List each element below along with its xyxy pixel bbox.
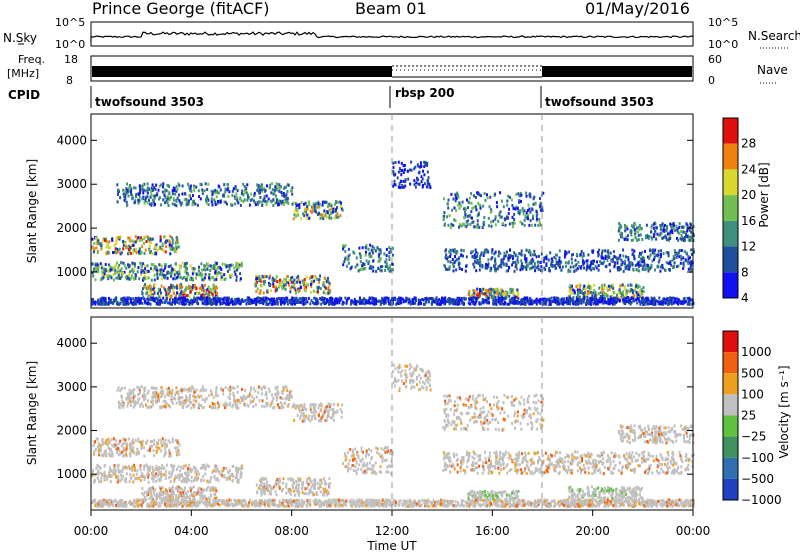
cpid-label: CPID	[8, 88, 40, 102]
power-colorbar-tick-0: 28	[741, 137, 756, 151]
power-colorbar-tick-1: 24	[741, 162, 756, 176]
power-colorbar-tick-5: 8	[741, 265, 749, 279]
power-colorbar: 28 24 20 16 12 8 4	[722, 117, 756, 305]
vel-colorbar-tick-6: −500	[741, 472, 774, 486]
power-colorbar-tick-6: 4	[741, 291, 749, 305]
power-yticks-label-0: 1000	[56, 265, 87, 279]
velocity-panel: 1000 2000 3000 4000 Slant Range [km] 1000 50…	[25, 316, 791, 511]
time-tick-1: 04:00	[174, 524, 209, 538]
cpid-seg-2-label: rbsp 200	[395, 86, 454, 100]
cpid-seg-3-label: twofsound 3503	[545, 95, 654, 109]
power-panel: 1000 2000 3000 4000 Slant Range [km] 28 24 20…	[25, 113, 771, 309]
vel-colorbar-tick-4: −25	[741, 430, 766, 444]
power-colorbar-tick-4: 12	[741, 240, 756, 254]
noise-frame	[90, 21, 694, 47]
vel-yticks-label-3: 4000	[56, 336, 87, 350]
frequency-panel: Freq. [MHz] 18 8 60 0 Nave	[7, 53, 788, 87]
freq-label-line1: Freq.	[18, 53, 45, 66]
vel-colorbar-tick-2: 100	[741, 387, 764, 401]
nave-tick-bottom: 0	[708, 74, 715, 87]
power-frame	[90, 113, 694, 309]
freq-bar-1	[92, 66, 392, 77]
power-colorbar-tick-3: 16	[741, 214, 756, 228]
vel-yticks-label-0: 1000	[56, 467, 87, 481]
vel-colorbar-tick-0: 1000	[741, 345, 772, 359]
time-tick-4: 16:00	[475, 524, 510, 538]
vel-yticks-label-2: 3000	[56, 380, 87, 394]
vel-colorbar-tick-5: −100	[741, 451, 774, 465]
time-tick-5: 20:00	[575, 524, 610, 538]
cpid-strip: CPID twofsound 3503 rbsp 200 twofsound 3…	[8, 86, 654, 109]
vel-colorbar-tick-1: 500	[741, 366, 764, 380]
velocity-colorbar: 1000 500 100 25 −25 −100 −500 −1000	[722, 330, 782, 507]
power-ylabel: Slant Range [km]	[25, 159, 39, 263]
noise-left-tick-top: 10^5	[55, 16, 85, 29]
freq-frame	[90, 55, 694, 82]
time-tick-6: 00:00	[676, 524, 711, 538]
velocity-colorbar-label: Velocity [m s⁻¹]	[777, 365, 791, 458]
time-tick-2: 08:00	[274, 524, 309, 538]
velocity-scatter	[91, 363, 695, 508]
cpid-seg-1-label: twofsound 3503	[95, 95, 204, 109]
freq-tick-bottom: 8	[66, 74, 73, 87]
power-scatter	[91, 160, 695, 306]
noise-left-tick-bottom: 10^0	[55, 38, 85, 51]
page-title: Prince George (fitACF)	[92, 0, 270, 18]
noise-sky-trace	[90, 31, 694, 42]
vel-colorbar-tick-3: 25	[741, 409, 756, 423]
velocity-ylabel: Slant Range [km]	[25, 361, 39, 465]
nave-label: Nave	[757, 63, 788, 77]
power-colorbar-label: Power [dB]	[757, 162, 771, 227]
nave-tick-top: 60	[708, 53, 722, 66]
vel-colorbar-tick-7: −1000	[741, 493, 782, 507]
vel-yticks-label-1: 2000	[56, 424, 87, 438]
noise-sky-label: N.Sky	[3, 31, 37, 45]
power-yticks-label-1: 2000	[56, 221, 87, 235]
date-label: 01/May/2016	[585, 0, 690, 18]
time-xlabel: Time UT	[366, 539, 417, 553]
beam-label: Beam 01	[355, 0, 427, 18]
time-tick-0: 00:00	[74, 524, 109, 538]
time-axis: 00:00 04:00 08:00 12:00 16:00 20:00 00:00	[74, 510, 711, 538]
power-yticks-label-3: 4000	[56, 133, 87, 147]
noise-search-label: N.Search	[748, 29, 800, 43]
noise-panel: N.Sky 10^5 10^0 10^5 10^0 N.Search	[3, 16, 800, 51]
time-tick-3: 12:00	[375, 524, 410, 538]
freq-label-line2: [MHz]	[7, 67, 39, 80]
freq-bar-2	[542, 66, 692, 77]
noise-right-tick-top: 10^5	[708, 16, 738, 29]
noise-right-tick-bottom: 10^0	[708, 38, 738, 51]
power-yticks-label-2: 3000	[56, 177, 87, 191]
freq-tick-top: 18	[64, 53, 78, 66]
power-colorbar-tick-2: 20	[741, 188, 756, 202]
